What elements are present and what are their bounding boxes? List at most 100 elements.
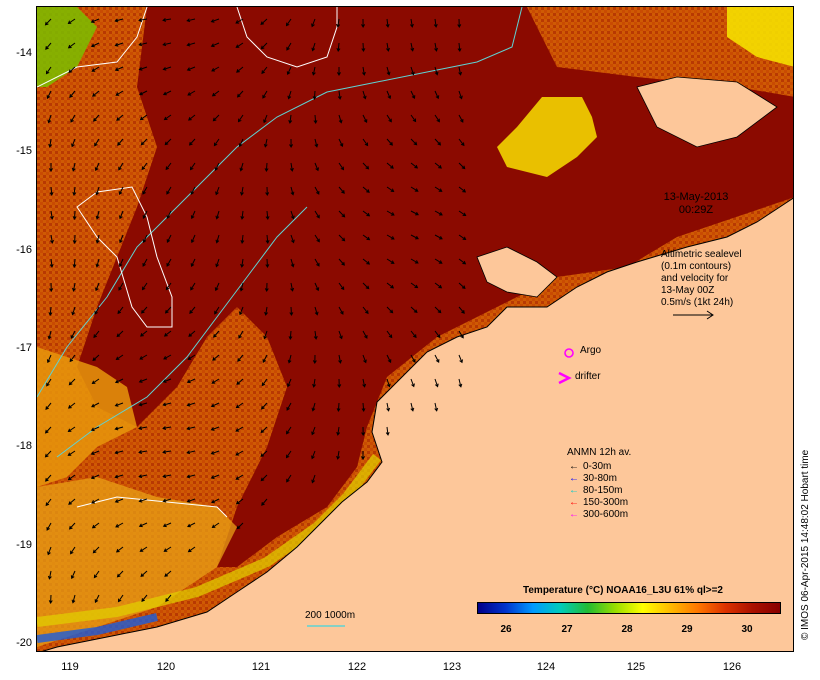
- velocity-arrow: [70, 570, 76, 580]
- velocity-arrow: [47, 570, 52, 580]
- velocity-arrow: [215, 234, 220, 244]
- velocity-arrow: [260, 18, 268, 26]
- velocity-arrow: [117, 306, 124, 315]
- velocity-arrow: [114, 474, 124, 479]
- velocity-arrow: [314, 138, 319, 148]
- velocity-arrow: [386, 258, 395, 264]
- velocity-arrow: [434, 114, 440, 123]
- velocity-arrow: [190, 186, 196, 195]
- velocity-arrow: [434, 162, 442, 169]
- sst-map[interactable]: 13-May-2013 00:29Z Altimetric sealevel (…: [36, 6, 794, 652]
- velocity-arrow: [386, 306, 394, 314]
- velocity-arrow-field: [44, 18, 467, 604]
- velocity-arrow: [235, 474, 244, 480]
- velocity-arrow: [289, 162, 294, 172]
- velocity-arrow: [236, 522, 244, 530]
- velocity-arrow: [91, 378, 100, 385]
- velocity-arrow: [213, 330, 220, 338]
- velocity-arrow: [95, 186, 100, 196]
- velocity-arrow: [187, 522, 196, 528]
- velocity-arrow: [239, 282, 244, 292]
- contour-line-2: [56, 206, 308, 458]
- lat-tick-label: -17: [16, 342, 32, 354]
- velocity-arrow: [265, 234, 270, 244]
- velocity-arrow: [458, 90, 463, 100]
- velocity-arrow: [338, 282, 345, 291]
- velocity-arrow: [118, 282, 124, 291]
- velocity-arrow: [164, 306, 172, 314]
- velocity-arrow: [289, 306, 294, 316]
- velocity-arrow: [410, 90, 416, 100]
- velocity-arrow: [49, 258, 54, 268]
- velocity-arrow: [458, 282, 466, 290]
- velocity-arrow: [235, 498, 244, 505]
- velocity-arrow: [410, 402, 415, 412]
- altimetry-line-1: Altimetric sealevel: [661, 249, 742, 260]
- velocity-arrow: [238, 330, 244, 339]
- velocity-arrow: [338, 258, 345, 266]
- lon-tick-label: 126: [722, 661, 742, 673]
- velocity-arrow: [49, 282, 54, 292]
- velocity-arrow: [239, 162, 244, 172]
- velocity-arrow: [386, 66, 391, 76]
- velocity-arrow: [114, 498, 124, 503]
- velocity-arrow: [115, 522, 124, 528]
- velocity-arrow: [139, 354, 148, 360]
- legend-arrow-icon: ←: [569, 485, 579, 496]
- velocity-arrow: [458, 378, 463, 388]
- colorbar-tick-26: 26: [500, 624, 512, 635]
- lat-tick-label: -19: [16, 539, 32, 551]
- velocity-arrow: [45, 66, 52, 75]
- velocity-arrow: [45, 402, 52, 410]
- velocity-arrow: [362, 114, 368, 124]
- velocity-arrow: [434, 186, 443, 192]
- velocity-arrow: [214, 282, 220, 292]
- velocity-arrow: [138, 474, 148, 479]
- coast-cool-band: [37, 454, 381, 627]
- velocity-arrow: [163, 354, 172, 360]
- velocity-arrow: [138, 426, 148, 430]
- velocity-arrow: [410, 282, 419, 289]
- velocity-arrow: [187, 90, 196, 96]
- lat-tick-label: -16: [16, 244, 32, 256]
- velocity-arrow: [261, 498, 268, 506]
- velocity-arrow: [90, 18, 100, 23]
- velocity-arrow: [162, 450, 172, 454]
- velocity-arrow: [235, 18, 244, 24]
- velocity-arrow: [362, 138, 369, 147]
- velocity-arrow: [92, 90, 100, 97]
- velocity-arrow: [336, 42, 341, 52]
- mooring-legend-item: ← 0-30m: [569, 461, 611, 473]
- velocity-arrow: [46, 354, 52, 364]
- velocity-arrow: [141, 306, 148, 314]
- velocity-arrow: [68, 378, 76, 386]
- velocity-arrow: [362, 210, 371, 217]
- velocity-arrow: [48, 163, 53, 172]
- velocity-arrow: [385, 18, 390, 28]
- velocity-arrow: [311, 18, 316, 28]
- velocity-arrow: [458, 234, 467, 241]
- velocity-arrow: [434, 66, 439, 76]
- land-mass: [41, 197, 793, 651]
- legend-arrow-icon: ←: [569, 473, 579, 484]
- velocity-arrow: [119, 234, 124, 244]
- lon-tick-label: 119: [61, 661, 79, 673]
- velocity-scale-arrow: [673, 310, 714, 320]
- velocity-arrow: [186, 498, 196, 503]
- velocity-arrow: [260, 450, 268, 458]
- velocity-arrow: [361, 18, 366, 28]
- legend-arrow-icon: ←: [569, 461, 579, 472]
- velocity-arrow: [139, 114, 148, 121]
- coastal-islands-2: [636, 76, 778, 148]
- velocity-arrow: [114, 42, 124, 47]
- velocity-arrow: [458, 258, 467, 265]
- velocity-arrow: [95, 258, 100, 268]
- velocity-arrow: [260, 474, 268, 482]
- velocity-arrow: [138, 18, 148, 22]
- lat-tick-label: -14: [16, 47, 32, 59]
- velocity-arrow: [458, 330, 464, 339]
- velocity-arrow: [186, 426, 196, 431]
- velocity-arrow: [215, 210, 220, 220]
- lon-tick-label: 125: [626, 661, 646, 673]
- velocity-arrow: [265, 186, 270, 196]
